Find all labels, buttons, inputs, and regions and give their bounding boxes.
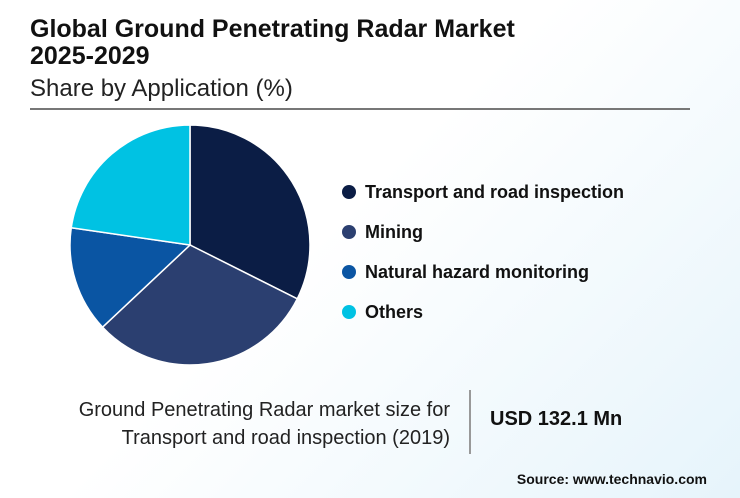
divider xyxy=(30,108,690,110)
legend-item: Natural hazard monitoring xyxy=(342,252,624,292)
subtitle: Share by Application (%) xyxy=(30,75,293,102)
stat-value: USD 132.1 Mn xyxy=(490,408,623,430)
legend-dot-icon xyxy=(342,265,356,279)
stat-label-line-1: Ground Penetrating Radar market size for xyxy=(78,399,450,421)
legend-dot-icon xyxy=(342,225,356,239)
title-line-1: Global Ground Penetrating Radar Market xyxy=(30,15,515,43)
stat-divider xyxy=(469,390,471,454)
page-title: Global Ground Penetrating Radar Market 2… xyxy=(30,16,515,70)
pie-slice-natural-hazard-monitoring xyxy=(69,226,192,329)
source-text: Source: www.technavio.com xyxy=(516,471,707,487)
title-line-2: 2025-2029 xyxy=(30,42,150,70)
pie-slice-mining xyxy=(101,244,299,366)
legend-item: Mining xyxy=(342,212,624,252)
legend-label: Natural hazard monitoring xyxy=(365,261,590,282)
stat-label-line-2: Transport and road inspection (2019) xyxy=(121,427,450,449)
legend-dot-icon xyxy=(342,305,356,319)
pie-slice-others xyxy=(70,124,191,246)
pie-slice-transport-and-road-inspection xyxy=(189,124,311,300)
legend-label: Mining xyxy=(365,221,423,242)
legend-label: Transport and road inspection xyxy=(365,181,625,202)
legend: Transport and road inspection Mining Natur… xyxy=(342,172,624,332)
stat-label: Ground Penetrating Radar market size for… xyxy=(10,396,450,452)
legend-item: Others xyxy=(342,292,624,332)
legend-label: Others xyxy=(365,301,424,322)
legend-dot-icon xyxy=(342,185,356,199)
legend-item: Transport and road inspection xyxy=(342,172,624,212)
